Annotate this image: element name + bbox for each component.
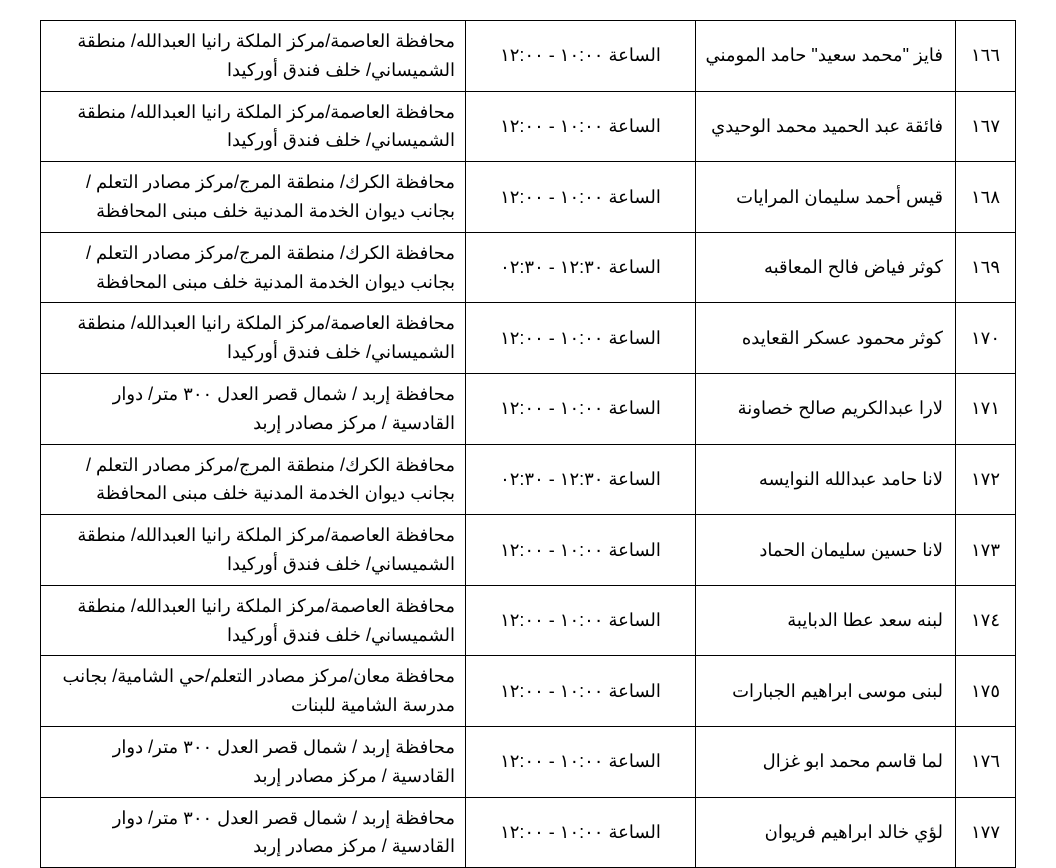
time-cell: الساعة ١٢:٣٠ - ٠٢:٣٠ (466, 444, 696, 515)
location-cell: محافظة العاصمة/مركز الملكة رانيا العبدال… (41, 21, 466, 92)
location-cell: محافظة معان/مركز مصادر التعلم/حي الشامية… (41, 656, 466, 727)
name-cell: لبنى موسى ابراهيم الجبارات (696, 656, 956, 727)
row-number-cell: ١٦٩ (956, 232, 1016, 303)
name-cell: لارا عبدالكريم صالح خصاونة (696, 373, 956, 444)
location-cell: محافظة العاصمة/مركز الملكة رانيا العبدال… (41, 515, 466, 586)
name-cell: فايز "محمد سعيد" حامد المومني (696, 21, 956, 92)
table-row: ١٧٧لؤي خالد ابراهيم فريوانالساعة ١٠:٠٠ -… (41, 797, 1016, 868)
location-cell: محافظة الكرك/ منطقة المرج/مركز مصادر الت… (41, 232, 466, 303)
location-cell: محافظة إربد / شمال قصر العدل ٣٠٠ متر/ دو… (41, 726, 466, 797)
row-number-cell: ١٦٨ (956, 162, 1016, 233)
name-cell: لانا حامد عبدالله النوايسه (696, 444, 956, 515)
time-cell: الساعة ١٠:٠٠ - ١٢:٠٠ (466, 91, 696, 162)
time-cell: الساعة ١٠:٠٠ - ١٢:٠٠ (466, 373, 696, 444)
table-row: ١٦٩كوثر فياض فالح المعاقبهالساعة ١٢:٣٠ -… (41, 232, 1016, 303)
schedule-table: ١٦٦فايز "محمد سعيد" حامد المومنيالساعة ١… (40, 20, 1016, 868)
location-cell: محافظة الكرك/ منطقة المرج/مركز مصادر الت… (41, 444, 466, 515)
time-cell: الساعة ١٠:٠٠ - ١٢:٠٠ (466, 303, 696, 374)
name-cell: قيس أحمد سليمان المرايات (696, 162, 956, 233)
row-number-cell: ١٧٣ (956, 515, 1016, 586)
location-cell: محافظة الكرك/ منطقة المرج/مركز مصادر الت… (41, 162, 466, 233)
row-number-cell: ١٦٦ (956, 21, 1016, 92)
time-cell: الساعة ١٢:٣٠ - ٠٢:٣٠ (466, 232, 696, 303)
table-row: ١٧٢لانا حامد عبدالله النوايسهالساعة ١٢:٣… (41, 444, 1016, 515)
name-cell: لؤي خالد ابراهيم فريوان (696, 797, 956, 868)
name-cell: لانا حسين سليمان الحماد (696, 515, 956, 586)
time-cell: الساعة ١٠:٠٠ - ١٢:٠٠ (466, 797, 696, 868)
table-row: ١٦٨قيس أحمد سليمان المراياتالساعة ١٠:٠٠ … (41, 162, 1016, 233)
time-cell: الساعة ١٠:٠٠ - ١٢:٠٠ (466, 162, 696, 233)
time-cell: الساعة ١٠:٠٠ - ١٢:٠٠ (466, 726, 696, 797)
table-row: ١٧١لارا عبدالكريم صالح خصاونةالساعة ١٠:٠… (41, 373, 1016, 444)
table-row: ١٧٠كوثر محمود عسكر القعايدهالساعة ١٠:٠٠ … (41, 303, 1016, 374)
table-row: ١٧٦لما قاسم محمد ابو غزالالساعة ١٠:٠٠ - … (41, 726, 1016, 797)
row-number-cell: ١٧٥ (956, 656, 1016, 727)
location-cell: محافظة العاصمة/مركز الملكة رانيا العبدال… (41, 585, 466, 656)
table-row: ١٦٧فائقة عبد الحميد محمد الوحيديالساعة ١… (41, 91, 1016, 162)
row-number-cell: ١٧٤ (956, 585, 1016, 656)
location-cell: محافظة العاصمة/مركز الملكة رانيا العبدال… (41, 303, 466, 374)
location-cell: محافظة إربد / شمال قصر العدل ٣٠٠ متر/ دو… (41, 797, 466, 868)
time-cell: الساعة ١٠:٠٠ - ١٢:٠٠ (466, 585, 696, 656)
table-body: ١٦٦فايز "محمد سعيد" حامد المومنيالساعة ١… (41, 21, 1016, 868)
name-cell: لبنه سعد عطا الدبايبة (696, 585, 956, 656)
row-number-cell: ١٧٧ (956, 797, 1016, 868)
location-cell: محافظة العاصمة/مركز الملكة رانيا العبدال… (41, 91, 466, 162)
name-cell: لما قاسم محمد ابو غزال (696, 726, 956, 797)
row-number-cell: ١٧٢ (956, 444, 1016, 515)
table-row: ١٧٥لبنى موسى ابراهيم الجباراتالساعة ١٠:٠… (41, 656, 1016, 727)
row-number-cell: ١٧٦ (956, 726, 1016, 797)
location-cell: محافظة إربد / شمال قصر العدل ٣٠٠ متر/ دو… (41, 373, 466, 444)
table-row: ١٧٣لانا حسين سليمان الحمادالساعة ١٠:٠٠ -… (41, 515, 1016, 586)
time-cell: الساعة ١٠:٠٠ - ١٢:٠٠ (466, 21, 696, 92)
row-number-cell: ١٧٠ (956, 303, 1016, 374)
name-cell: كوثر فياض فالح المعاقبه (696, 232, 956, 303)
row-number-cell: ١٧١ (956, 373, 1016, 444)
time-cell: الساعة ١٠:٠٠ - ١٢:٠٠ (466, 656, 696, 727)
table-row: ١٧٤لبنه سعد عطا الدبايبةالساعة ١٠:٠٠ - ١… (41, 585, 1016, 656)
table-row: ١٦٦فايز "محمد سعيد" حامد المومنيالساعة ١… (41, 21, 1016, 92)
name-cell: فائقة عبد الحميد محمد الوحيدي (696, 91, 956, 162)
time-cell: الساعة ١٠:٠٠ - ١٢:٠٠ (466, 515, 696, 586)
row-number-cell: ١٦٧ (956, 91, 1016, 162)
name-cell: كوثر محمود عسكر القعايده (696, 303, 956, 374)
